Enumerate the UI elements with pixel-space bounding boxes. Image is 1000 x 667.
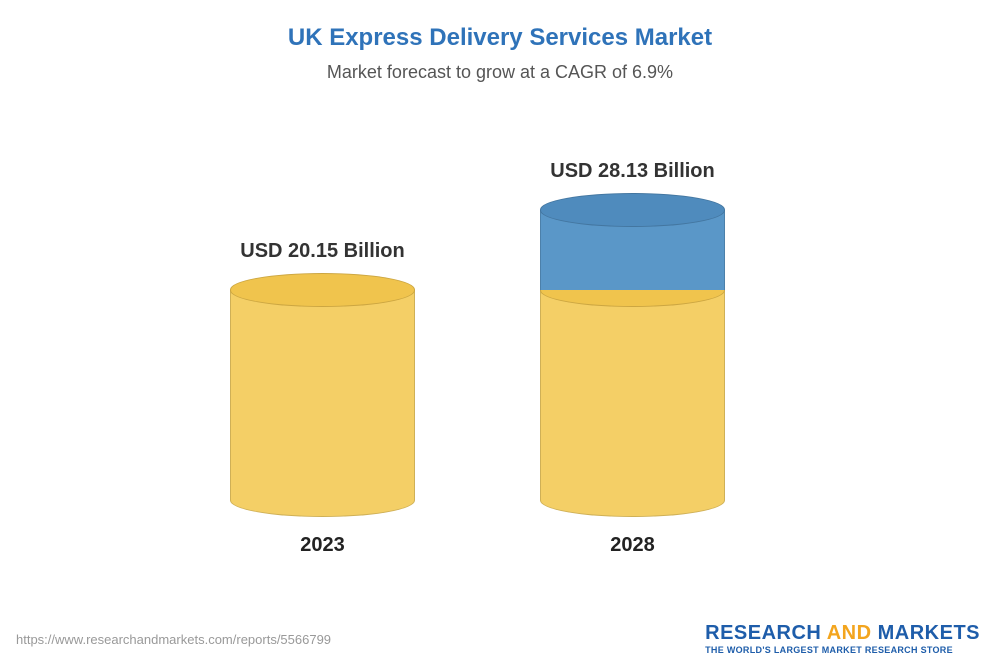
source-url: https://www.researchandmarkets.com/repor… [16,632,331,647]
footer: https://www.researchandmarkets.com/repor… [0,603,1000,667]
brand-logo: RESEARCH AND MARKETS THE WORLD'S LARGEST… [705,622,980,655]
chart-title: UK Express Delivery Services Market [0,0,1000,52]
cylinder-top [540,193,725,226]
year-label: 2023 [230,534,415,557]
year-label: 2028 [540,534,725,557]
cylinder-bar: USD 20.15 Billion [230,290,415,533]
cylinder-segment [540,290,725,500]
cylinder-bar: USD 28.13 Billion [540,210,725,533]
value-label: USD 20.15 Billion [200,240,445,263]
chart-subtitle: Market forecast to grow at a CAGR of 6.9… [0,62,1000,83]
brand-word-1: RESEARCH [705,622,821,644]
cylinder-top [230,273,415,306]
brand-tagline: THE WORLD'S LARGEST MARKET RESEARCH STOR… [705,645,980,655]
chart-area: USD 20.15 Billion2023USD 28.13 Billion20… [0,120,1000,540]
cylinder-segment [230,290,415,500]
brand-word-3: MARKETS [878,622,980,644]
brand-word-2: AND [827,622,872,644]
value-label: USD 28.13 Billion [510,160,755,183]
